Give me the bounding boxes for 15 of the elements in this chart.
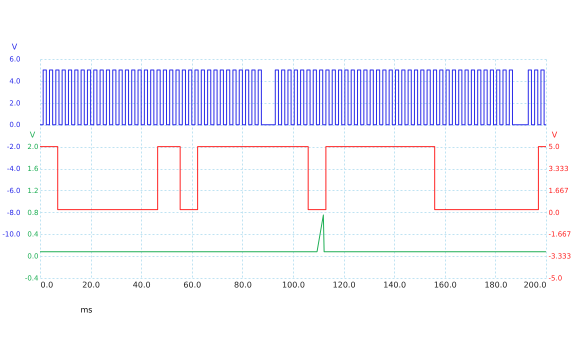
x-tick-label: 20.0 [82, 280, 100, 290]
y-axis-title: V [12, 42, 18, 52]
y3-axis-title: V [552, 130, 558, 140]
x-tick-label: 40.0 [132, 280, 151, 290]
x-tick-label: 180.0 [484, 280, 508, 290]
x-tick-label: 160.0 [434, 280, 457, 290]
x-tick-label: 0.0 [40, 280, 54, 290]
x-axis-title: ms [80, 306, 92, 314]
x-tick-label: 100.0 [282, 280, 305, 290]
x-tick-label: 200.0 [524, 280, 546, 290]
y2-axis-title: V [30, 130, 36, 140]
x-tick-label: 120.0 [332, 280, 356, 290]
x-tick-label: 140.0 [383, 280, 406, 290]
x-tick-label: 60.0 [183, 280, 202, 290]
x-tick-label: 80.0 [234, 280, 252, 290]
